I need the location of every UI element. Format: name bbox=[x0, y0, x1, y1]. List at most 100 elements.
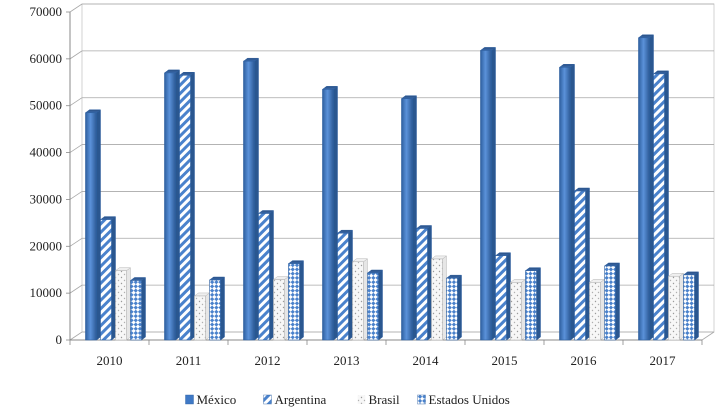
bar-méxico-2014 bbox=[400, 95, 418, 341]
legend-label: Brasil bbox=[369, 392, 400, 407]
bar-front bbox=[589, 282, 601, 341]
bar-front bbox=[416, 228, 428, 341]
bar-front bbox=[209, 279, 221, 341]
bar-side bbox=[333, 85, 338, 341]
bar-argentina-2016 bbox=[573, 187, 591, 341]
bar-side bbox=[536, 267, 541, 341]
bar-side bbox=[299, 260, 304, 341]
bar-méxico-2015 bbox=[479, 46, 497, 341]
x-tick-label: 2010 bbox=[97, 353, 123, 368]
bar-front bbox=[179, 74, 191, 341]
bar-front bbox=[273, 279, 285, 341]
bar-estados-unidos-2013 bbox=[366, 269, 384, 341]
bar-brasil-2016 bbox=[588, 278, 606, 341]
bar-side bbox=[284, 276, 289, 341]
bar-side bbox=[269, 209, 274, 341]
bar-side bbox=[175, 69, 180, 341]
bar-estados-unidos-2011 bbox=[208, 276, 226, 341]
bar-brasil-2015 bbox=[509, 278, 527, 341]
bar-side bbox=[649, 34, 654, 341]
y-tick-label: 40000 bbox=[30, 145, 63, 160]
bar-front bbox=[367, 272, 379, 341]
bar-brasil-2011 bbox=[193, 292, 211, 341]
bar-front bbox=[194, 295, 206, 341]
gridline-depth bbox=[69, 144, 83, 153]
bar-méxico-2011 bbox=[163, 69, 181, 341]
bar-estados-unidos-2016 bbox=[603, 262, 621, 341]
bar-brasil-2013 bbox=[351, 258, 369, 341]
bar-front bbox=[638, 37, 650, 341]
bar-brasil-2012 bbox=[272, 276, 290, 341]
legend-label: México bbox=[197, 392, 237, 407]
bar-estados-unidos-2014 bbox=[445, 274, 463, 341]
bar-side bbox=[491, 46, 496, 341]
bar-side bbox=[506, 252, 511, 341]
legend-label: Estados Unidos bbox=[429, 392, 510, 407]
bar-front bbox=[510, 282, 522, 341]
legend-item-méxico: México bbox=[185, 392, 237, 407]
bar-front bbox=[115, 270, 127, 341]
bar-side bbox=[141, 276, 146, 341]
bar-side bbox=[205, 292, 210, 341]
bar-side bbox=[254, 57, 259, 341]
bar-brasil-2010 bbox=[114, 267, 132, 341]
bar-méxico-2017 bbox=[637, 34, 655, 341]
bar-side bbox=[442, 255, 447, 341]
legend-label: Argentina bbox=[275, 392, 327, 407]
bar-front bbox=[668, 275, 680, 341]
bar-front bbox=[130, 280, 142, 341]
bar-front bbox=[574, 190, 586, 341]
bar-argentina-2017 bbox=[652, 70, 670, 341]
bar-front bbox=[164, 72, 176, 341]
y-tick-label: 20000 bbox=[30, 238, 63, 253]
gridline-depth bbox=[69, 3, 83, 13]
bar-side bbox=[348, 229, 353, 341]
bar-side bbox=[96, 109, 101, 341]
bar-side bbox=[570, 63, 575, 341]
bar-side bbox=[190, 71, 195, 341]
bar-méxico-2012 bbox=[242, 57, 260, 341]
legend-item-estados-unidos: Estados Unidos bbox=[417, 392, 510, 407]
x-axis-tick-labels: 2010 2011 2012 2013 2014 2015 2016 2017 bbox=[97, 353, 677, 368]
bar-brasil-2017 bbox=[667, 272, 685, 341]
bar-side bbox=[664, 70, 669, 341]
bar-side bbox=[427, 224, 432, 341]
bar-front bbox=[401, 98, 413, 341]
bars bbox=[84, 34, 700, 341]
bar-argentina-2011 bbox=[178, 71, 196, 341]
bar-argentina-2013 bbox=[336, 229, 354, 341]
x-tick-label: 2011 bbox=[176, 353, 202, 368]
bar-side bbox=[363, 258, 368, 341]
bar-side bbox=[694, 271, 699, 341]
x-tick-label: 2014 bbox=[413, 353, 440, 368]
y-tick-label: 10000 bbox=[30, 285, 63, 300]
y-tick-label: 70000 bbox=[30, 4, 63, 19]
bar-méxico-2016 bbox=[558, 63, 576, 341]
bar-front bbox=[559, 66, 571, 341]
bar-front bbox=[431, 258, 443, 341]
bar-side bbox=[679, 272, 684, 341]
x-tick-label: 2017 bbox=[650, 353, 677, 368]
gridline-depth bbox=[69, 331, 83, 341]
bar-side bbox=[412, 95, 417, 341]
gridline-depth bbox=[69, 191, 83, 200]
bar-front bbox=[85, 112, 97, 341]
bar-side bbox=[220, 276, 225, 341]
bar-argentina-2010 bbox=[99, 216, 117, 341]
bar-front bbox=[495, 255, 507, 341]
bar-front bbox=[683, 274, 695, 341]
bar-front bbox=[258, 213, 270, 341]
bar-estados-unidos-2015 bbox=[524, 267, 542, 341]
legend-item-brasil: Brasil bbox=[357, 392, 400, 407]
gridline-depth bbox=[69, 284, 83, 294]
y-tick-label: 0 bbox=[56, 332, 63, 347]
bar-estados-unidos-2010 bbox=[129, 276, 147, 341]
legend-item-argentina: Argentina bbox=[263, 392, 327, 407]
bar-side bbox=[111, 216, 116, 341]
bar-side bbox=[615, 262, 620, 341]
bar-side bbox=[378, 269, 383, 341]
bar-front bbox=[352, 261, 364, 341]
legend-swatch bbox=[417, 394, 426, 405]
bar-estados-unidos-2017 bbox=[682, 271, 700, 341]
